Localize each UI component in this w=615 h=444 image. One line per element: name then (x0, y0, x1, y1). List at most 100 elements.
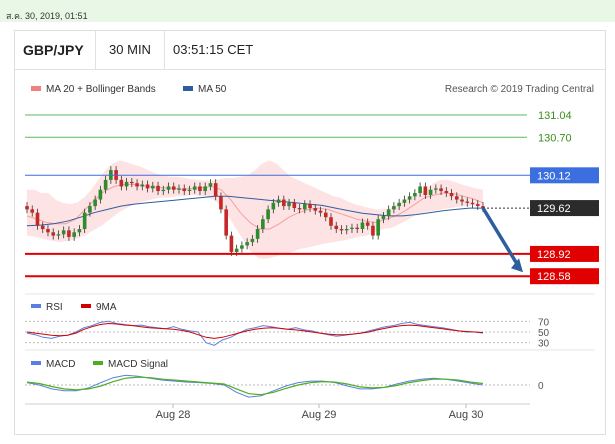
ma20-legend-label: MA 20 + Bollinger Bands (46, 84, 156, 95)
candle-body (255, 229, 260, 239)
candle-body (35, 212, 40, 226)
candle-body (46, 229, 50, 233)
candle-body (135, 183, 139, 187)
candle-body (360, 222, 365, 230)
candle-body (150, 185, 155, 189)
candle-body (25, 206, 29, 210)
candle-body (30, 209, 35, 213)
candle-body (334, 225, 339, 230)
candle-body (145, 184, 150, 189)
timeframe-button[interactable]: 30 MIN (95, 31, 165, 69)
candle-body (182, 188, 187, 192)
x-label: Aug 30 (449, 409, 484, 421)
candle-body (439, 188, 443, 192)
candle-body (392, 206, 396, 210)
last-price-badge (530, 200, 599, 217)
macd-panel: 0 (25, 374, 544, 398)
macd-legend-label: MACD (46, 359, 75, 370)
candle-body (339, 229, 344, 231)
chart-toolbar: GBP/JPY 30 MIN 03:51:15 CET (15, 31, 605, 70)
x-axis-labels: Aug 28 Aug 29 Aug 30 (156, 404, 484, 421)
candle-body (119, 179, 124, 187)
candle-body (203, 186, 208, 192)
rsi-tick: 70 (538, 317, 550, 328)
ma50-line (26, 195, 483, 227)
candle-body (470, 202, 475, 205)
candle-body (40, 225, 45, 230)
level-label: 130.70 (538, 132, 572, 144)
candle-body (198, 186, 202, 192)
date-text: ส.ค. 30, 2019, 01:51 (6, 11, 88, 21)
candle-body (323, 212, 328, 218)
candle-body (287, 202, 291, 207)
ma9-legend-label: 9MA (96, 302, 117, 313)
macd-legend-swatch (31, 361, 41, 365)
ma9-legend-swatch (81, 304, 91, 308)
candle-body (313, 208, 318, 211)
candle-body (140, 184, 145, 187)
x-label: Aug 29 (302, 409, 337, 421)
candle-body (240, 245, 244, 249)
last-price-label: 129.62 (537, 203, 571, 215)
candle-body (156, 185, 160, 192)
candle-body (271, 202, 276, 210)
candle-body (124, 181, 129, 187)
candle-body (219, 196, 223, 210)
candle-body (302, 204, 307, 210)
candle-body (475, 204, 480, 207)
candle-body (423, 186, 428, 195)
candle-body (56, 234, 61, 236)
level-label: 128.58 (537, 271, 571, 283)
candle-body (208, 183, 213, 187)
candle-body (386, 209, 391, 216)
candle-body (418, 186, 422, 193)
level-badge (530, 245, 599, 262)
candle-body (381, 215, 386, 220)
signal-legend-swatch (93, 361, 103, 365)
candle-body (428, 189, 433, 195)
candle-body (103, 179, 108, 190)
candle-body (234, 248, 239, 252)
level-label: 128.92 (537, 249, 571, 261)
ma20-legend-swatch (31, 86, 41, 91)
candle-body (130, 181, 134, 184)
candle-body (397, 202, 401, 207)
symbol-label[interactable]: GBP/JPY (23, 42, 84, 58)
level-badge (530, 167, 599, 184)
ma50-legend-label: MA 50 (198, 84, 227, 95)
candle-body (82, 212, 87, 230)
candle-body (192, 186, 197, 190)
candle-body (376, 219, 380, 236)
candle-body (166, 186, 171, 190)
candle-body (171, 186, 176, 190)
macd-tick: 0 (538, 381, 544, 392)
candle-body (365, 222, 370, 226)
candle-body (98, 189, 103, 200)
candle-body (329, 217, 333, 226)
ma20-line (26, 184, 484, 230)
forecast-arrow (481, 207, 521, 269)
ma9-line (26, 322, 484, 339)
candle-body (297, 208, 302, 210)
candle-body (449, 193, 454, 197)
candle-body (402, 199, 407, 203)
candle-body (371, 225, 375, 236)
candle-body (444, 191, 449, 193)
candle-body (454, 196, 459, 200)
candle-body (161, 189, 166, 192)
rsi-tick: 50 (538, 328, 550, 339)
candle-body (434, 188, 438, 190)
candle-body (465, 201, 470, 203)
candle-body (250, 238, 255, 243)
candle-body (350, 227, 354, 230)
level-badge (530, 268, 599, 285)
ma50-legend-swatch (183, 86, 193, 91)
candle-body (77, 229, 82, 233)
candle-body (72, 232, 76, 237)
level-label: 130.12 (537, 170, 571, 182)
candle-body (308, 204, 312, 209)
rsi-line (26, 320, 484, 346)
candle-body (229, 235, 234, 252)
candle-body (187, 189, 192, 192)
